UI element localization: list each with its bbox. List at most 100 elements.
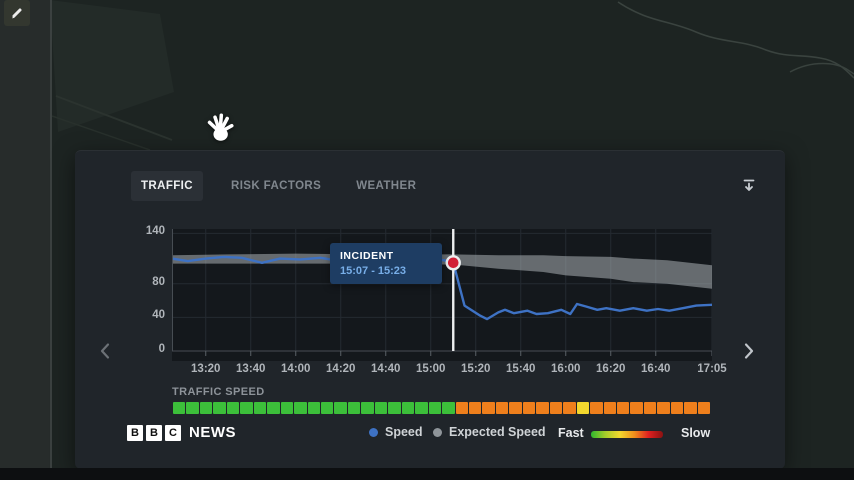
speed-segment-green	[226, 402, 240, 414]
speed-segment-orange	[563, 402, 576, 414]
speed-segment-orange	[590, 402, 603, 414]
collapse-down-icon	[743, 179, 755, 191]
x-axis-tick-label: 14:40	[371, 363, 401, 375]
map-road	[51, 115, 151, 151]
speed-segment-green	[253, 402, 267, 414]
left-toolbar	[0, 0, 52, 480]
speed-segment-orange	[455, 402, 468, 414]
speed-segment-green	[388, 402, 401, 414]
speed-segment-orange	[670, 402, 684, 414]
x-axis-tick-label: 13:20	[191, 363, 221, 375]
legend-expected-speed-label: Expected Speed	[449, 425, 546, 439]
traffic-speed-bar	[173, 402, 711, 414]
y-axis-tick-label: 0	[158, 343, 165, 355]
incident-label: INCIDENT	[340, 250, 394, 262]
speed-segment-orange	[697, 402, 711, 414]
x-axis-tick-label: 14:20	[326, 363, 356, 375]
speed-segment-orange	[616, 402, 630, 414]
legend-expected-speed: Expected Speed	[433, 425, 546, 439]
tab-weather[interactable]: WEATHER	[356, 180, 417, 192]
speed-segment-green	[320, 402, 334, 414]
speed-segment-orange	[657, 402, 670, 414]
bottom-edge	[0, 468, 854, 480]
speed-segment-orange	[536, 402, 549, 414]
bbc-logo-text: NEWS	[189, 424, 236, 441]
y-axis-tick-label: 40	[152, 309, 165, 322]
x-axis-tick-label: 15:20	[461, 363, 491, 375]
fast-label: Fast	[558, 426, 584, 440]
tab-traffic[interactable]: TRAFFIC	[131, 171, 203, 201]
chevron-right-icon	[744, 343, 754, 359]
speed-segment-green	[374, 402, 388, 414]
speed-segment-green	[307, 402, 320, 414]
incident-marker	[445, 255, 461, 271]
speed-line	[172, 255, 712, 321]
speed-segment-green	[442, 402, 455, 414]
incident-time-range: 15:07 - 15:23	[340, 265, 407, 277]
bbc-logo-block: C	[165, 424, 181, 441]
x-axis-tick-label: 15:00	[416, 363, 446, 375]
speed-chart-canvas[interactable]	[172, 229, 712, 361]
bbc-news-logo: B B C NEWS	[127, 424, 236, 441]
speed-segment-orange	[549, 402, 563, 414]
speed-segment-green	[294, 402, 307, 414]
x-axis-tick-label: 17:05	[697, 363, 727, 375]
expected-speed-band	[172, 253, 712, 289]
speed-segment-green	[186, 402, 199, 414]
edit-tool-button[interactable]	[4, 0, 30, 26]
speed-segment-green	[199, 402, 213, 414]
speed-segment-green	[347, 402, 361, 414]
next-time-button[interactable]	[739, 341, 759, 361]
incident-tooltip: INCIDENT 15:07 - 15:23	[330, 243, 442, 284]
x-axis-tick-label: 16:40	[641, 363, 671, 375]
bbc-logo-block: B	[146, 424, 162, 441]
speed-segment-orange	[684, 402, 697, 414]
speed-segment-green	[415, 402, 428, 414]
speed-segment-orange	[509, 402, 522, 414]
slow-label: Slow	[681, 426, 711, 440]
speed-segment-orange	[630, 402, 643, 414]
speed-segment-orange	[643, 402, 657, 414]
x-axis-tick-label: 16:00	[551, 363, 581, 375]
map-river	[617, 1, 854, 79]
legend-speed-label: Speed	[385, 425, 423, 439]
speed-gradient-scale	[591, 431, 663, 438]
chevron-left-icon	[100, 343, 110, 359]
map-river-branch	[789, 62, 854, 75]
speed-segment-green	[361, 402, 374, 414]
speed-segment-orange	[522, 402, 536, 414]
prev-time-button[interactable]	[95, 341, 115, 361]
x-axis-tick-label: 13:40	[236, 363, 266, 375]
open-hand-cursor-icon	[207, 113, 234, 141]
expected-speed-dot-icon	[433, 427, 442, 437]
speed-segment-orange	[603, 402, 616, 414]
speed-segment-green	[240, 402, 253, 414]
y-axis-tick-label: 140	[145, 225, 165, 238]
tab-risk-factors[interactable]: RISK FACTORS	[230, 180, 322, 192]
bbc-logo-block: B	[127, 424, 143, 441]
speed-segment-green	[401, 402, 415, 414]
speed-segment-orange	[468, 402, 482, 414]
speed-segment-green	[334, 402, 347, 414]
pencil-icon	[12, 8, 22, 19]
traffic-panel: TRAFFIC RISK FACTORS WEATHER INCIDENT 15…	[75, 150, 785, 469]
speed-segment-green	[428, 402, 442, 414]
speed-segment-green	[213, 402, 226, 414]
map-road	[55, 95, 173, 141]
speed-segment-green	[173, 402, 186, 414]
speed-segment-orange	[482, 402, 495, 414]
y-axis-tick-label: 80	[152, 275, 165, 288]
collapse-panel-button[interactable]	[739, 175, 759, 195]
speed-segment-orange	[495, 402, 509, 414]
traffic-speed-label: TRAFFIC SPEED	[172, 386, 265, 398]
x-axis-tick-label: 16:20	[596, 363, 626, 375]
legend-speed: Speed	[369, 425, 423, 439]
x-axis-tick-label: 14:00	[281, 363, 311, 375]
x-axis-tick-label: 15:40	[506, 363, 536, 375]
panel-footer: B B C NEWS Speed Expected Speed Fast Slo…	[75, 422, 785, 446]
map-land-parcel	[50, 0, 174, 132]
speed-segment-green	[267, 402, 280, 414]
speed-dot-icon	[369, 427, 378, 437]
tab-bar: TRAFFIC RISK FACTORS WEATHER	[131, 171, 423, 201]
